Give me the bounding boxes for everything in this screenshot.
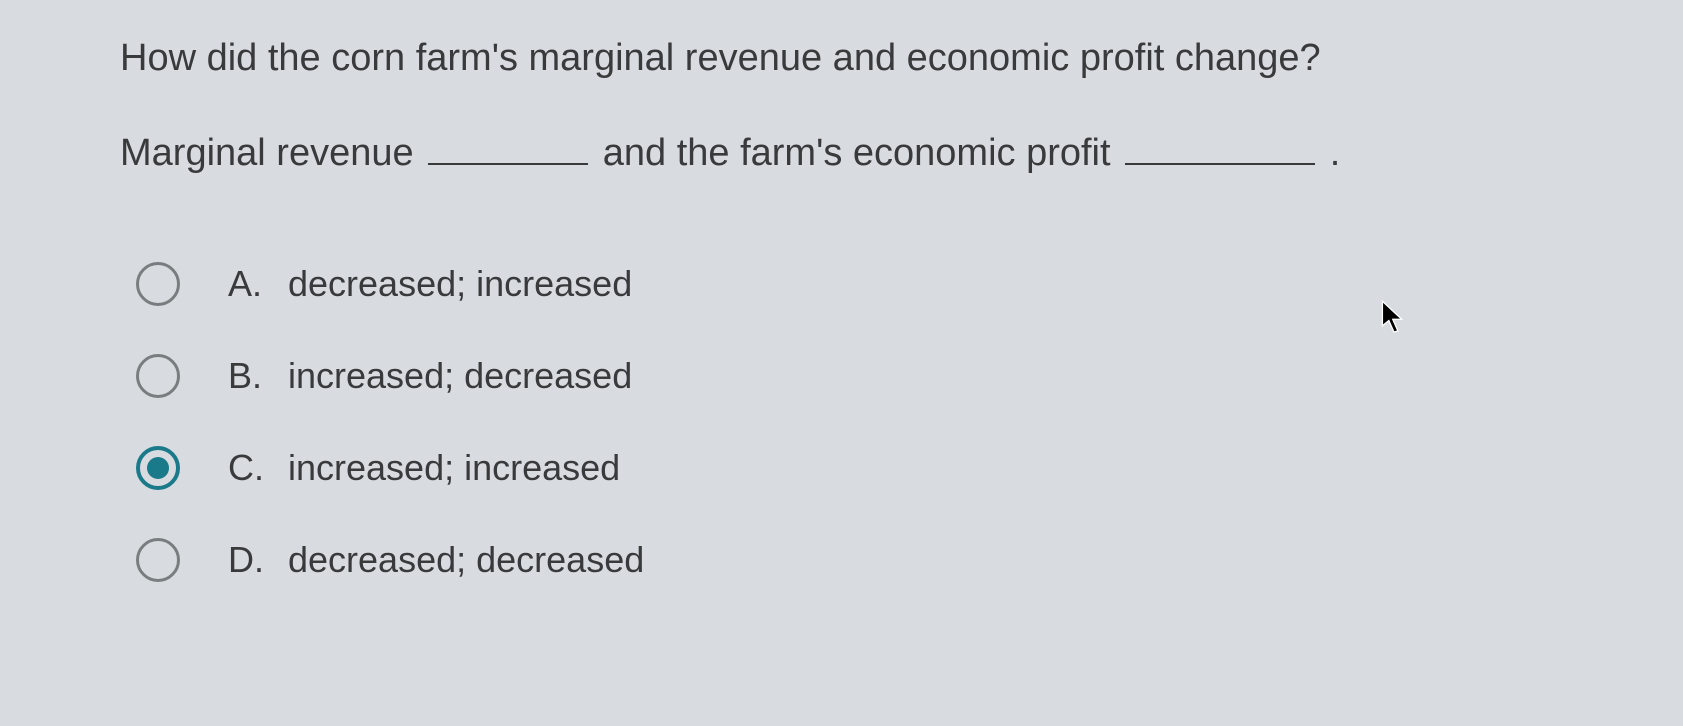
radio-a[interactable] [136,262,180,306]
fill-part1: Marginal revenue [120,132,414,174]
option-text-c: increased; increased [288,447,620,489]
blank-1 [428,163,588,165]
question-prompt: How did the corn farm's marginal revenue… [120,30,1563,87]
fill-part2: and the farm's economic profit [603,132,1111,174]
option-c[interactable]: C. increased; increased [136,446,1563,490]
option-a[interactable]: A. decreased; increased [136,262,1563,306]
option-letter-c: C. [228,447,288,489]
option-letter-d: D. [228,539,288,581]
option-b[interactable]: B. increased; decreased [136,354,1563,398]
option-d[interactable]: D. decreased; decreased [136,538,1563,582]
option-text-b: increased; decreased [288,355,632,397]
fill-end: . [1330,132,1341,174]
radio-b[interactable] [136,354,180,398]
radio-d[interactable] [136,538,180,582]
option-text-d: decreased; decreased [288,539,644,581]
question-container: How did the corn farm's marginal revenue… [120,30,1563,582]
option-letter-b: B. [228,355,288,397]
option-text-a: decreased; increased [288,263,632,305]
radio-c[interactable] [136,446,180,490]
blank-2 [1125,163,1315,165]
fill-in-sentence: Marginal revenue and the farm's economic… [120,125,1563,182]
option-letter-a: A. [228,263,288,305]
options-container: A. decreased; increased B. increased; de… [136,262,1563,582]
radio-inner-icon [147,457,169,479]
